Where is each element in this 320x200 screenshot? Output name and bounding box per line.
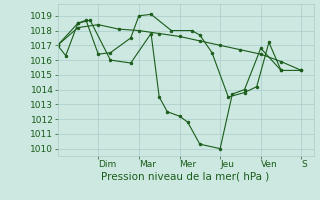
X-axis label: Pression niveau de la mer( hPa ): Pression niveau de la mer( hPa )	[101, 172, 270, 182]
